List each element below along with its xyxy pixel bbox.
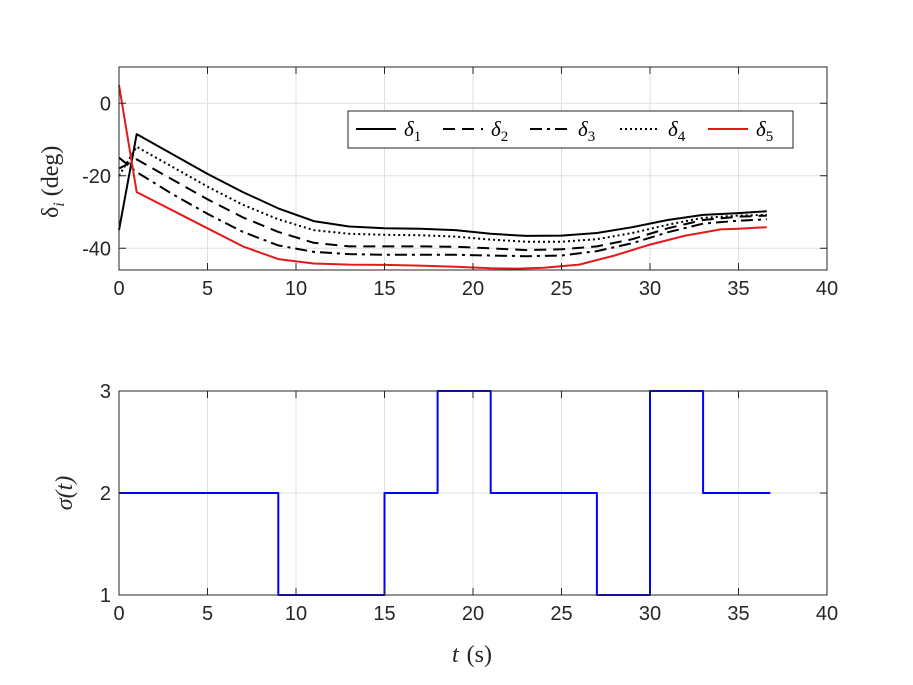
ticks-bottom	[118, 390, 828, 596]
x-tick-label: 10	[285, 278, 307, 300]
x-tick-label: 10	[285, 603, 307, 625]
legend-entry: δ5	[756, 117, 773, 145]
x-tick-label: 15	[373, 278, 395, 300]
x-tick-label: 40	[816, 603, 838, 625]
series-line-delta4	[118, 145, 767, 243]
y-axis-label-bottom: σ(t)	[52, 476, 78, 511]
x-tick-label: 35	[727, 603, 749, 625]
series-line-delta1	[118, 133, 767, 237]
x-tick-label: 0	[113, 603, 124, 625]
ticklabels-bottom: 0 5 10 15 20 25 30 35 40 1 2 3	[100, 381, 838, 625]
legend: δ1 δ2 δ3 δ4 δ5	[347, 110, 794, 149]
x-tick-label: 5	[202, 278, 213, 300]
x-tick-label: 25	[550, 278, 572, 300]
x-tick-label: 20	[462, 278, 484, 300]
x-tick-label: 15	[373, 603, 395, 625]
y-tick-label: 2	[100, 483, 111, 505]
legend-entry: δ2	[491, 117, 508, 145]
y-tick-label: 0	[100, 93, 111, 115]
series-group-top	[118, 84, 767, 270]
ticks-top	[118, 67, 828, 270]
y-axis-label-top: δi(deg)	[38, 146, 68, 218]
series-line-delta3	[118, 156, 767, 258]
legend-entry: δ4	[668, 117, 686, 145]
x-tick-label: 30	[639, 278, 661, 300]
y-tick-label: 3	[100, 381, 111, 403]
y-tick-label: -20	[82, 166, 111, 188]
x-tick-label: 5	[202, 603, 213, 625]
y-tick-label: -40	[82, 238, 111, 260]
x-tick-label: 0	[113, 278, 124, 300]
legend-entry: δ1	[404, 117, 421, 145]
series-line-delta5	[118, 84, 767, 270]
x-tick-label: 40	[816, 278, 838, 300]
panel-bottom: 0 5 10 15 20 25 30 35 40 1 2 3 σ(t) t (s)	[52, 381, 838, 668]
x-tick-label: 20	[462, 603, 484, 625]
x-tick-label: 25	[550, 603, 572, 625]
x-tick-label: 35	[727, 278, 749, 300]
legend-entry: δ3	[578, 117, 595, 145]
x-axis-label-bottom: t (s)	[452, 642, 492, 668]
x-tick-label: 30	[639, 603, 661, 625]
ticklabels-top: 0 5 10 15 20 25 30 35 40 0 -20 -40	[82, 93, 838, 300]
panel-top: 0 5 10 15 20 25 30 35 40 0 -20 -40 δi(deg) δ1 δ2 δ3 δ4…	[38, 66, 838, 300]
y-tick-label: 1	[100, 585, 111, 607]
